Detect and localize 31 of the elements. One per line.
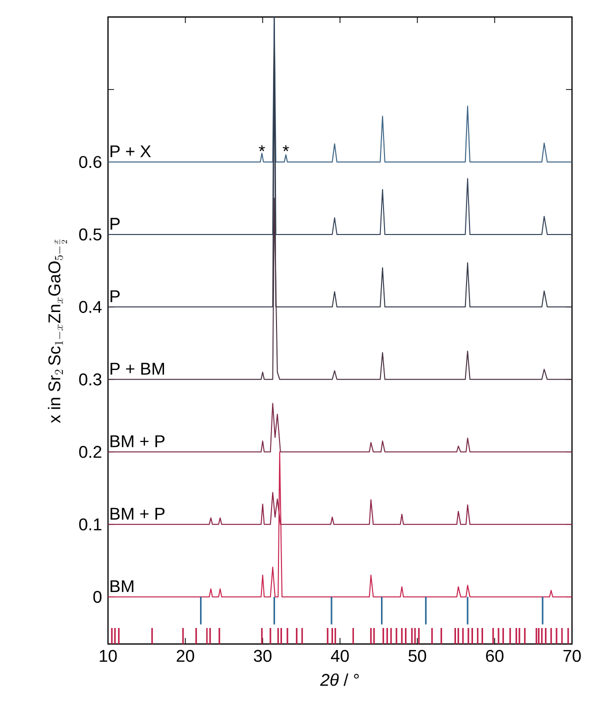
y-tick-label: 0.6 (79, 156, 102, 168)
x-tick-label: 30 (254, 650, 272, 662)
annotation: * (282, 145, 289, 152)
series-label: P + BM (110, 362, 164, 375)
x-tick-label: 10 (100, 650, 117, 662)
series-label: P + X (110, 145, 151, 158)
y-tick-label: 0 (93, 590, 102, 603)
y-axis-title: $\mathrm{x\ in\ Sr}_{2}\,\mathrm{Sc}_{1-x}\mathrm{Zn}_{x}\mathrm{GaO}_{5-\frac{x}{2}}$ (48, 239, 67, 424)
x-tick-label: 60 (486, 650, 504, 662)
series-label: BM + P (110, 508, 165, 520)
y-tick-label: 0.4 (79, 300, 102, 313)
line-series (108, 492, 572, 525)
series-label: BM (110, 580, 134, 592)
line-series (108, 198, 572, 380)
annotation: * (258, 145, 265, 152)
line-series (108, 16, 572, 235)
x-axis-title: 2θ / ° (320, 673, 359, 686)
y-tick-label: 0.1 (79, 518, 102, 530)
x-tick-label: 40 (330, 650, 349, 662)
line-series (108, 451, 572, 598)
series-label: BM + P (110, 435, 165, 448)
x-tick-label: 50 (408, 650, 426, 662)
y-tick-label: 0.3 (79, 373, 102, 386)
series-label: P (110, 290, 120, 302)
line-series (108, 52, 572, 308)
y-tick-label: 0.5 (79, 228, 102, 240)
x-tick-label: 20 (176, 650, 194, 662)
y-tick-label: 0.2 (79, 446, 102, 458)
x-tick-label: 70 (563, 650, 581, 662)
line-series (108, 402, 572, 452)
series-label: P (110, 218, 120, 230)
